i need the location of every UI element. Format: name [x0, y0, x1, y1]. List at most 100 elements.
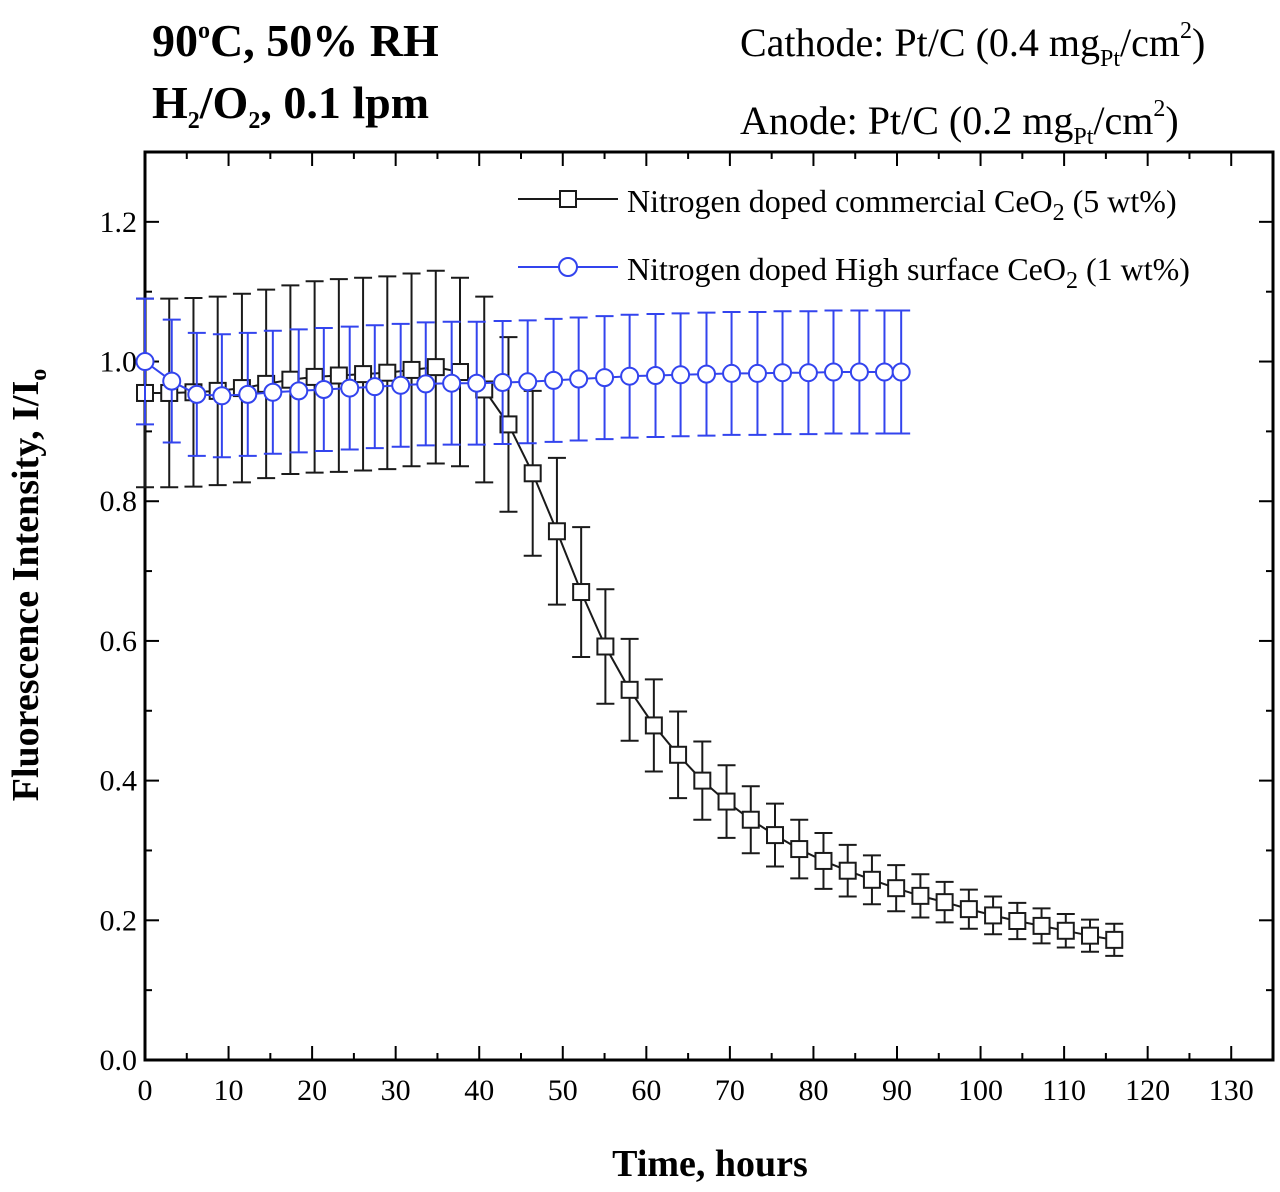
data-point-square: [1081, 926, 1100, 945]
data-point-circle: [493, 372, 513, 392]
data-point-square: [1008, 912, 1027, 931]
series-layer: [135, 269, 1124, 957]
data-point-square: [862, 870, 881, 889]
data-point-circle: [467, 373, 487, 393]
y-tick-label: 1.0: [100, 346, 138, 379]
data-point-circle: [569, 369, 589, 389]
anode-close: ): [1165, 98, 1178, 143]
cathode-pt-sub: Pt: [1100, 46, 1120, 72]
data-point-circle: [442, 373, 462, 393]
x-tick-label: 10: [214, 1074, 244, 1107]
data-point-square: [378, 363, 397, 382]
gas-o: /O: [199, 77, 249, 128]
x-axis-title: Time, hours: [612, 1143, 808, 1185]
data-point-square: [402, 360, 421, 379]
anode-unit: /cm: [1093, 98, 1153, 143]
data-point-circle: [544, 370, 564, 390]
data-point-circle: [620, 366, 640, 386]
x-tick-label: 130: [1209, 1074, 1254, 1107]
y-axis-title-sub: o: [26, 369, 52, 381]
axis-tick-labels: 0 10 20 30 40 50 60 70 80 90 100 110 120 130 0.0 0.2 0.4…: [100, 206, 1254, 1107]
x-tick-label: 30: [381, 1074, 411, 1107]
data-point-circle: [747, 363, 767, 383]
data-point-square: [741, 810, 760, 829]
x-tick-label: 50: [548, 1074, 578, 1107]
data-point-circle: [391, 375, 411, 395]
data-point-square: [838, 861, 857, 880]
series-2: [135, 297, 911, 459]
data-point-square: [984, 906, 1003, 925]
anode-pt-sub: Pt: [1073, 124, 1093, 150]
data-point-circle: [263, 382, 283, 402]
data-point-square: [887, 879, 906, 898]
legend-2-tail: (1 wt%): [1078, 251, 1190, 287]
data-point-square: [1056, 921, 1075, 940]
cathode-annotation: Cathode: Pt/C (0.4 mgPt/cm2): [740, 18, 1205, 72]
legend-label-series-1: Nitrogen doped commercial CeO2 (5 wt%): [627, 183, 1177, 226]
condition-temp: 90: [152, 15, 198, 66]
legend-2-sub: 2: [1066, 268, 1078, 294]
y-tick-label: 0.6: [100, 625, 138, 658]
plot-frame: [143, 150, 1275, 1062]
series-1: [136, 269, 1124, 957]
legend-1-text: Nitrogen doped commercial CeO: [627, 183, 1053, 219]
data-point-square: [766, 826, 785, 845]
y-axis-title: Fluorescence Intensity, I/Io: [5, 369, 52, 801]
gas-h-sub: 2: [188, 108, 200, 134]
data-point-circle: [314, 379, 334, 399]
data-point-circle: [212, 386, 232, 406]
data-point-circle: [874, 362, 894, 382]
legend-marker-circle: [558, 257, 578, 277]
data-point-square: [693, 771, 712, 790]
cathode-sup: 2: [1180, 18, 1192, 44]
data-point-circle: [798, 363, 818, 383]
data-point-square: [669, 745, 688, 764]
gas-o-sub: 2: [248, 108, 260, 134]
data-point-square: [329, 366, 348, 385]
data-point-circle: [722, 363, 742, 383]
y-tick-label: 1.2: [100, 206, 138, 239]
data-point-circle: [238, 384, 258, 404]
x-tick-label: 100: [958, 1074, 1003, 1107]
x-tick-label: 20: [297, 1074, 327, 1107]
axis-ticks: [144, 151, 1273, 1061]
cathode-unit: /cm: [1120, 20, 1180, 65]
anode-annotation: Anode: Pt/C (0.2 mgPt/cm2): [740, 96, 1179, 150]
data-point-square: [911, 886, 930, 905]
legend-marker-square: [559, 190, 577, 208]
x-tick-label: 90: [882, 1074, 912, 1107]
data-point-circle: [773, 363, 793, 383]
data-point-circle: [518, 372, 538, 392]
y-tick-label: 0.4: [100, 765, 138, 798]
legend-1-tail: (5 wt%): [1065, 183, 1177, 219]
data-point-circle: [891, 362, 911, 382]
cathode-text: Cathode: Pt/C (0.4 mg: [740, 20, 1100, 65]
gas-h: H: [152, 77, 188, 128]
data-point-square: [1032, 916, 1051, 935]
data-point-circle: [849, 362, 869, 382]
data-point-square: [523, 464, 542, 483]
data-point-square: [354, 365, 373, 384]
legend-1-sub: 2: [1053, 200, 1065, 226]
data-point-square: [596, 637, 615, 656]
data-point-square: [572, 583, 591, 602]
data-point-square: [935, 893, 954, 912]
x-tick-label: 40: [464, 1074, 494, 1107]
data-point-circle: [289, 381, 309, 401]
legend-label-series-2: Nitrogen doped High surface CeO2 (1 wt%): [627, 251, 1190, 294]
data-point-square: [305, 367, 324, 386]
legend-2-text: Nitrogen doped High surface CeO: [627, 251, 1066, 287]
degree-sup: o: [198, 18, 210, 44]
cathode-close: ): [1192, 20, 1205, 65]
data-point-square: [644, 716, 663, 735]
anode-sup: 2: [1153, 96, 1165, 122]
data-point-circle: [187, 384, 207, 404]
data-point-circle: [135, 352, 155, 372]
x-tick-label: 80: [798, 1074, 828, 1107]
y-tick-label: 0.2: [100, 904, 138, 937]
data-point-square: [959, 900, 978, 919]
data-point-circle: [646, 366, 666, 386]
data-point-square: [717, 792, 736, 811]
